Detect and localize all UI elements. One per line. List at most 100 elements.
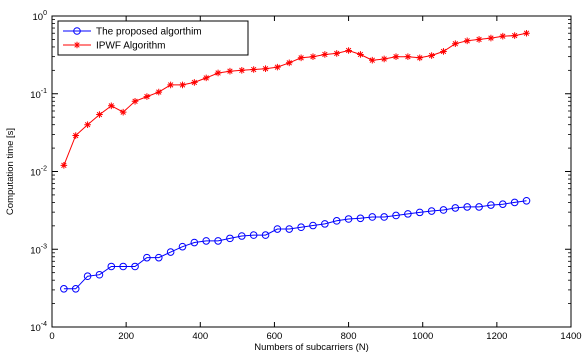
x-tick-label: 1200 (486, 331, 507, 342)
data-point (487, 34, 495, 42)
x-tick-label: 800 (341, 331, 357, 342)
legend-marker (73, 27, 81, 35)
y-tick-label: 10-2 (30, 166, 47, 179)
data-point (273, 225, 282, 233)
data-point (452, 40, 459, 48)
y-tick-label: 10-3 (30, 243, 47, 256)
data-point (380, 213, 388, 221)
data-point (404, 210, 412, 218)
data-point (250, 66, 257, 73)
data-point (451, 204, 460, 212)
data-point (321, 51, 329, 58)
data-point (108, 102, 115, 110)
data-point (321, 220, 329, 228)
y-tick-label: 10-1 (30, 88, 47, 101)
data-point (249, 231, 258, 239)
data-point (415, 208, 424, 217)
tick-layer: 0 200 400 600 800 1000 1200 1400 10-4 10-3 10-2 10-… (30, 10, 581, 342)
data-point (498, 200, 507, 208)
data-point (226, 234, 234, 243)
data-point (332, 217, 341, 225)
data-point (499, 32, 507, 40)
data-point (83, 272, 92, 281)
y-axis-title: Computation time [s] (5, 128, 16, 215)
data-point (167, 81, 174, 89)
data-point (95, 270, 104, 279)
data-point (333, 50, 341, 57)
x-tick-label: 600 (266, 331, 282, 342)
x-tick-label: 0 (49, 331, 54, 342)
data-point (487, 201, 495, 209)
data-point (416, 54, 424, 62)
data-point (309, 221, 317, 230)
data-point (238, 232, 246, 240)
legend-marker (73, 41, 81, 49)
legend-entry-1: The proposed algorthim (63, 27, 202, 38)
data-point (285, 225, 294, 233)
series-2 (60, 29, 530, 169)
data-point (262, 65, 269, 72)
data-point (214, 69, 222, 77)
data-point (166, 248, 175, 256)
data-point (107, 262, 116, 271)
data-point (179, 81, 186, 89)
data-point (131, 97, 139, 105)
data-point (96, 111, 103, 118)
data-point (71, 284, 80, 293)
data-point (154, 253, 163, 262)
data-point (428, 52, 435, 59)
data-point (357, 51, 364, 58)
data-point (380, 55, 388, 63)
data-point (143, 93, 151, 100)
data-point (463, 203, 472, 211)
data-point (309, 53, 317, 60)
x-tick-label: 1000 (412, 331, 433, 342)
data-point (261, 231, 270, 239)
data-point (274, 63, 281, 71)
data-point (214, 237, 222, 245)
legend-entry-2: IPWF Algorithm (63, 41, 165, 52)
data-point (202, 74, 210, 82)
series-line (63, 32, 527, 166)
data-point (356, 214, 365, 223)
data-point (119, 262, 127, 271)
data-point (404, 53, 412, 60)
series-1 (60, 196, 531, 293)
legend-box (57, 20, 249, 56)
data-point (440, 48, 447, 55)
x-tick-label: 1400 (560, 331, 581, 342)
data-point (191, 79, 198, 86)
data-point (297, 223, 305, 232)
data-point (344, 215, 353, 223)
data-point (285, 59, 293, 67)
data-point (226, 67, 234, 75)
data-point (84, 121, 91, 128)
data-point (60, 284, 68, 293)
series-layer (60, 29, 531, 293)
y-tick-label: 10-4 (30, 321, 47, 334)
data-point (523, 29, 530, 37)
data-point (345, 47, 352, 54)
data-point (155, 88, 163, 96)
y-tick-label: 100 (33, 10, 48, 23)
data-point (143, 253, 151, 262)
x-tick-label: 200 (118, 331, 134, 342)
x-tick-label: 400 (192, 331, 208, 342)
data-point (238, 67, 246, 74)
data-point (178, 242, 187, 251)
legend-label: IPWF Algorithm (96, 41, 165, 52)
data-point (392, 53, 400, 60)
data-point (475, 36, 483, 43)
legend: The proposed algorthim IPWF Algorithm (57, 20, 249, 56)
data-point (131, 262, 139, 271)
legend-label: The proposed algorthim (96, 27, 202, 38)
data-point (439, 206, 448, 214)
data-point (72, 132, 80, 139)
data-point (427, 207, 436, 215)
series-line (63, 200, 527, 290)
data-point (392, 211, 400, 220)
data-point (202, 237, 211, 245)
data-point (368, 56, 376, 64)
